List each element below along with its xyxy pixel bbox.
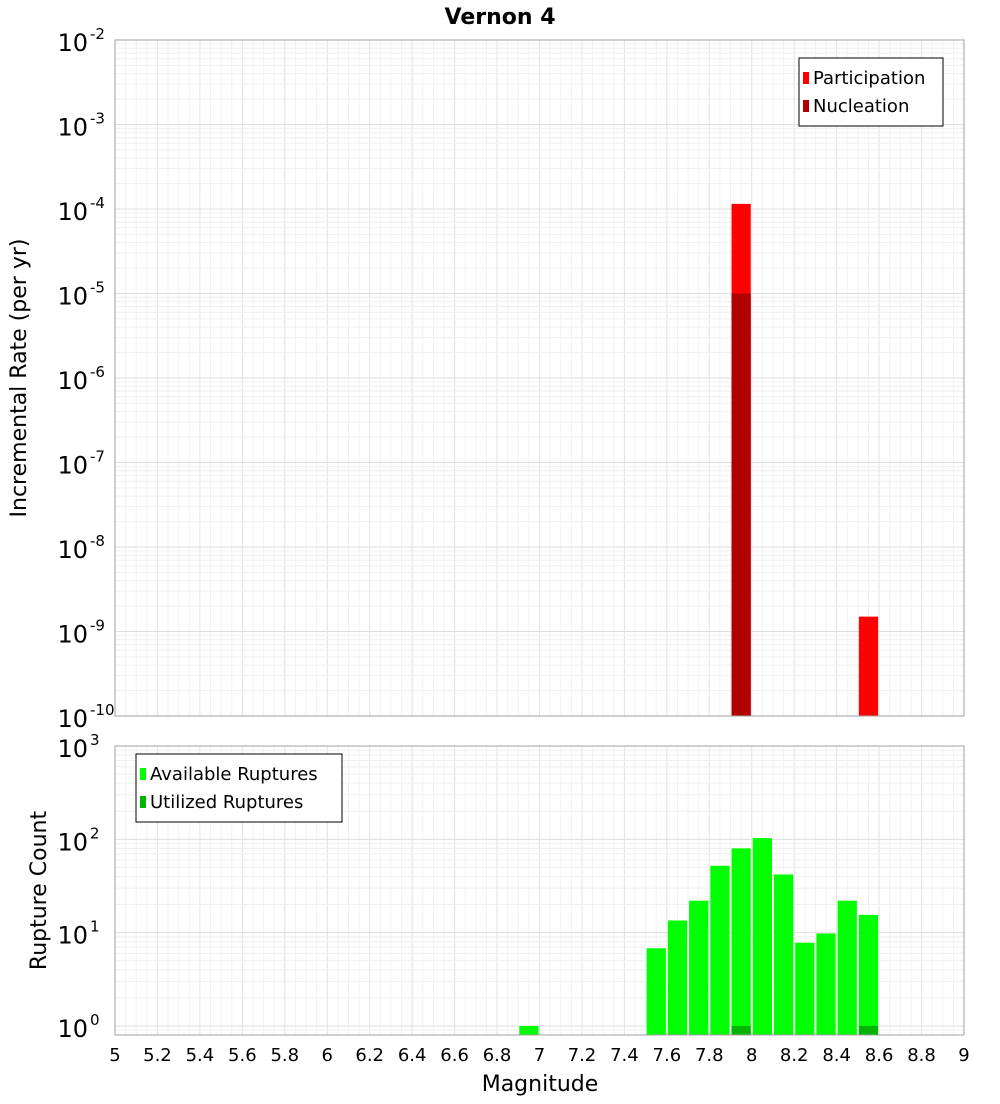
y-tick-label: 10 xyxy=(57,29,88,57)
legend-box xyxy=(135,753,343,823)
x-tick-label: 8.8 xyxy=(907,1045,936,1066)
y-tick-exponent: -6 xyxy=(90,363,105,381)
x-tick-label: 7.2 xyxy=(568,1045,597,1066)
legend-swatch xyxy=(140,768,146,780)
x-axis-label: Magnitude xyxy=(482,1072,599,1097)
x-tick-label: 6 xyxy=(322,1045,333,1066)
legend-1: Available Ruptures Utilized Ruptures xyxy=(135,753,343,823)
legend-label: Utilized Ruptures xyxy=(150,792,303,813)
y-tick-label: 10 xyxy=(57,705,88,733)
x-tick-label: 6.8 xyxy=(483,1045,512,1066)
x-tick-label: 5.4 xyxy=(186,1045,215,1066)
bar xyxy=(731,293,751,716)
bar xyxy=(710,865,730,1035)
bar xyxy=(837,900,857,1035)
y-tick-label: 10 xyxy=(57,452,88,480)
x-tick-label: 7.8 xyxy=(695,1045,724,1066)
bar xyxy=(773,874,794,1035)
x-tick-label: 5.6 xyxy=(228,1045,257,1066)
y-tick-label: 10 xyxy=(57,283,88,311)
y-tick-exponent: 1 xyxy=(90,918,100,936)
x-tick-label: 7 xyxy=(534,1045,545,1066)
series-nucleation xyxy=(731,293,751,716)
x-tick-label: 8.2 xyxy=(780,1045,809,1066)
legend-label: Participation xyxy=(813,68,925,89)
x-tick-label: 6.4 xyxy=(398,1045,427,1066)
bar xyxy=(858,914,879,1035)
bar xyxy=(519,1025,539,1035)
bar xyxy=(858,1025,879,1035)
y-tick-exponent: -5 xyxy=(90,279,105,297)
plot-frame-0 xyxy=(114,39,965,717)
bar xyxy=(731,1025,751,1035)
y-tick-label: 10 xyxy=(57,922,88,950)
bar xyxy=(795,942,815,1035)
series-available-ruptures xyxy=(519,838,879,1035)
grid-0 xyxy=(114,40,965,717)
x-tick-label: 8.4 xyxy=(822,1045,851,1066)
y-tick-label: 10 xyxy=(57,735,88,763)
x-tick-label: 6.2 xyxy=(355,1045,384,1066)
y-tick-exponent: -9 xyxy=(90,617,105,635)
x-tick-label: 8 xyxy=(746,1045,757,1066)
legend-swatch xyxy=(803,100,809,112)
legend-swatch xyxy=(140,796,146,808)
bar xyxy=(752,838,772,1035)
y-tick-exponent: -7 xyxy=(90,448,105,466)
y-tick-label: 10 xyxy=(57,198,88,226)
legend-0: Participation Nucleation xyxy=(798,57,944,127)
x-tick-label: 5 xyxy=(109,1045,120,1066)
x-tick-label: 5.2 xyxy=(143,1045,172,1066)
plot-frame-1 xyxy=(114,745,965,1036)
y-tick-exponent: -3 xyxy=(90,110,105,128)
chart-title: Vernon 4 xyxy=(445,5,556,30)
x-tick-label: 5.8 xyxy=(270,1045,299,1066)
legend-label: Available Ruptures xyxy=(150,764,318,785)
bar xyxy=(646,948,666,1035)
bar xyxy=(667,920,688,1035)
bar xyxy=(816,933,836,1035)
legend-swatch xyxy=(803,72,809,84)
y-tick-exponent: -10 xyxy=(90,701,115,719)
y-tick-exponent: 3 xyxy=(90,731,100,749)
x-tick-label: 6.6 xyxy=(440,1045,469,1066)
y-tick-exponent: -2 xyxy=(90,25,105,43)
y-axis-label: Incremental Rate (per yr) xyxy=(7,239,32,518)
bar xyxy=(858,616,879,716)
y-tick-label: 10 xyxy=(57,367,88,395)
x-tick-label: 9 xyxy=(958,1045,969,1066)
y-tick-exponent: 2 xyxy=(90,824,100,842)
y-tick-label: 10 xyxy=(57,621,88,649)
bar xyxy=(731,848,751,1035)
y-tick-label: 10 xyxy=(57,536,88,564)
y-tick-exponent: 0 xyxy=(90,1011,100,1029)
legend-box xyxy=(798,57,944,127)
legend-label: Nucleation xyxy=(813,96,909,117)
x-tick-label: 7.6 xyxy=(653,1045,682,1066)
y-tick-exponent: -8 xyxy=(90,532,105,550)
x-tick-label: 8.6 xyxy=(865,1045,894,1066)
y-tick-label: 10 xyxy=(57,1015,88,1043)
y-tick-exponent: -4 xyxy=(90,194,105,212)
y-tick-label: 10 xyxy=(57,114,88,142)
bar xyxy=(689,900,709,1035)
series-utilized-ruptures xyxy=(731,1025,879,1035)
y-axis-label: Rupture Count xyxy=(27,811,52,971)
x-tick-label: 7.4 xyxy=(610,1045,639,1066)
y-tick-label: 10 xyxy=(57,828,88,856)
